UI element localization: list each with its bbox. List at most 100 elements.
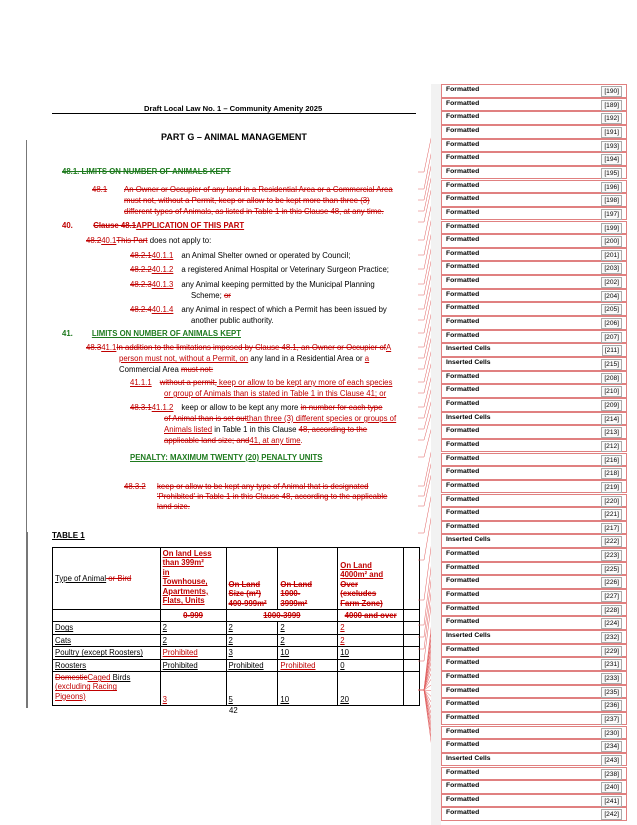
comment-balloon[interactable]: Formatted [217]: [441, 520, 627, 535]
deleted-clause-text: must not, without a Permit, keep or allo…: [124, 196, 370, 205]
comment-balloon[interactable]: Formatted [190]: [441, 84, 627, 98]
balloon-reference: [235]: [601, 686, 622, 698]
comment-balloon[interactable]: Formatted [210]: [441, 384, 627, 398]
deleted-text: Size (m²): [228, 589, 262, 599]
comment-balloon[interactable]: Formatted [205]: [441, 302, 627, 316]
balloon-reference: [224]: [601, 618, 622, 630]
deleted-text: 400-999m²: [228, 598, 267, 608]
deleted-text: 1000-: [280, 589, 301, 599]
comment-balloon[interactable]: Formatted [204]: [441, 288, 627, 303]
comment-balloon[interactable]: Formatted [199]: [441, 220, 627, 235]
clause-number: 40.: [62, 221, 73, 230]
comment-balloon[interactable]: Formatted [233]: [441, 670, 627, 685]
comment-balloon[interactable]: Formatted [241]: [441, 793, 627, 808]
balloon-reference: [204]: [601, 290, 622, 302]
comment-balloon[interactable]: Formatted [212]: [441, 438, 627, 453]
comment-balloon[interactable]: Inserted Cells [232]: [441, 630, 627, 644]
balloon-reference: [201]: [601, 249, 622, 261]
comment-balloon[interactable]: Formatted [191]: [441, 124, 627, 139]
comment-balloon[interactable]: Formatted [228]: [441, 602, 627, 617]
comment-balloon[interactable]: Formatted [207]: [441, 329, 627, 344]
empty-cell: [403, 671, 420, 707]
header-text: Apartments,: [162, 586, 209, 596]
value-cell: 10: [277, 671, 339, 707]
balloon-kind: Formatted: [446, 99, 480, 107]
inserted-number: 41.1: [101, 343, 117, 352]
balloon-kind: Formatted: [446, 795, 480, 803]
deleted-clause-number: 48.1: [92, 185, 108, 194]
comment-balloon[interactable]: Formatted [209]: [441, 397, 627, 412]
comment-balloon[interactable]: Formatted [200]: [441, 234, 627, 248]
comment-balloon[interactable]: Formatted [227]: [441, 589, 627, 603]
balloon-reference: [198]: [601, 195, 622, 207]
deleted-text: applicable land size; and: [164, 436, 250, 445]
comment-balloon[interactable]: Formatted [224]: [441, 616, 627, 630]
comment-balloon[interactable]: Formatted [242]: [441, 807, 627, 822]
comment-balloon[interactable]: Formatted [194]: [441, 152, 627, 166]
body-text: keep or allow to be kept any more: [181, 403, 301, 412]
balloon-reference: [202]: [601, 277, 622, 289]
balloon-reference: [200]: [601, 236, 622, 248]
comment-balloon[interactable]: Formatted [226]: [441, 575, 627, 589]
comment-balloon[interactable]: Formatted [196]: [441, 179, 627, 194]
comment-balloon[interactable]: Inserted Cells [222]: [441, 534, 627, 549]
comment-balloon[interactable]: Formatted [229]: [441, 643, 627, 658]
comment-balloon[interactable]: Formatted [213]: [441, 425, 627, 439]
balloon-kind: Formatted: [446, 809, 480, 817]
balloon-kind: Formatted: [446, 154, 480, 162]
running-header: Draft Local Law No. 1 – Community Amenit…: [144, 104, 323, 113]
balloon-kind: Inserted Cells: [446, 632, 491, 639]
comment-balloon[interactable]: Inserted Cells [214]: [441, 411, 627, 426]
comment-balloon[interactable]: Formatted [231]: [441, 657, 627, 671]
deleted-text: without a permit,: [159, 378, 217, 387]
balloon-reference: [216]: [601, 454, 622, 466]
heading-text: LIMITS ON NUMBER OF ANIMALS KEPT: [91, 329, 241, 338]
table-caption: TABLE 1: [52, 531, 85, 540]
comment-balloon[interactable]: Formatted [240]: [441, 780, 627, 794]
balloon-reference: [196]: [601, 181, 622, 193]
deleted-text: 3999m²: [280, 598, 308, 608]
comment-balloon[interactable]: Formatted [195]: [441, 165, 627, 180]
comment-balloon[interactable]: Formatted [235]: [441, 684, 627, 699]
deleted-text: Over: [340, 579, 359, 589]
balloon-reference: [217]: [601, 522, 622, 534]
comment-balloon[interactable]: Formatted [230]: [441, 725, 627, 740]
comment-balloon[interactable]: Formatted [216]: [441, 452, 627, 467]
comment-balloon[interactable]: Formatted [238]: [441, 766, 627, 781]
balloon-kind: Formatted: [446, 263, 480, 271]
comment-balloon[interactable]: Inserted Cells [243]: [441, 752, 627, 767]
balloon-kind: Formatted: [446, 427, 480, 435]
comment-balloon[interactable]: Formatted [219]: [441, 479, 627, 494]
comment-balloon[interactable]: Formatted [201]: [441, 247, 627, 262]
value-cell: Prohibited: [225, 658, 279, 673]
comment-balloon[interactable]: Formatted [218]: [441, 466, 627, 480]
comment-balloon[interactable]: Formatted [225]: [441, 561, 627, 576]
balloon-reference: [237]: [601, 713, 622, 725]
comment-balloon[interactable]: Formatted [220]: [441, 493, 627, 508]
comment-balloon[interactable]: Formatted [221]: [441, 507, 627, 521]
balloon-kind: Formatted: [446, 167, 480, 175]
comment-balloon[interactable]: Formatted [203]: [441, 261, 627, 276]
comment-balloon[interactable]: Formatted [192]: [441, 111, 627, 125]
balloon-reference: [223]: [601, 550, 622, 562]
header-cell: On Land Size (m²) 400-999m²: [225, 547, 279, 610]
comment-balloon[interactable]: Formatted [189]: [441, 97, 627, 112]
comment-balloon[interactable]: Formatted [234]: [441, 739, 627, 753]
comment-balloon[interactable]: Formatted [208]: [441, 370, 627, 385]
comment-balloon[interactable]: Inserted Cells [211]: [441, 343, 627, 357]
header-text: Townhouse,: [162, 577, 208, 587]
comment-balloon[interactable]: Formatted [197]: [441, 206, 627, 221]
comment-balloon[interactable]: Formatted [202]: [441, 275, 627, 289]
comment-balloon[interactable]: Formatted [237]: [441, 711, 627, 726]
balloon-kind: Formatted: [446, 454, 480, 462]
comment-balloon[interactable]: Inserted Cells [215]: [441, 357, 627, 371]
comment-balloon[interactable]: Formatted [198]: [441, 193, 627, 207]
balloon-kind: Formatted: [446, 645, 480, 653]
balloon-kind: Formatted: [446, 331, 480, 339]
comment-balloon[interactable]: Formatted [193]: [441, 138, 627, 153]
balloon-reference: [225]: [601, 563, 622, 575]
comment-balloon[interactable]: Formatted [236]: [441, 698, 627, 712]
comment-balloon[interactable]: Formatted [206]: [441, 316, 627, 330]
balloon-kind: Formatted: [446, 550, 480, 558]
comment-balloon[interactable]: Formatted [223]: [441, 548, 627, 562]
